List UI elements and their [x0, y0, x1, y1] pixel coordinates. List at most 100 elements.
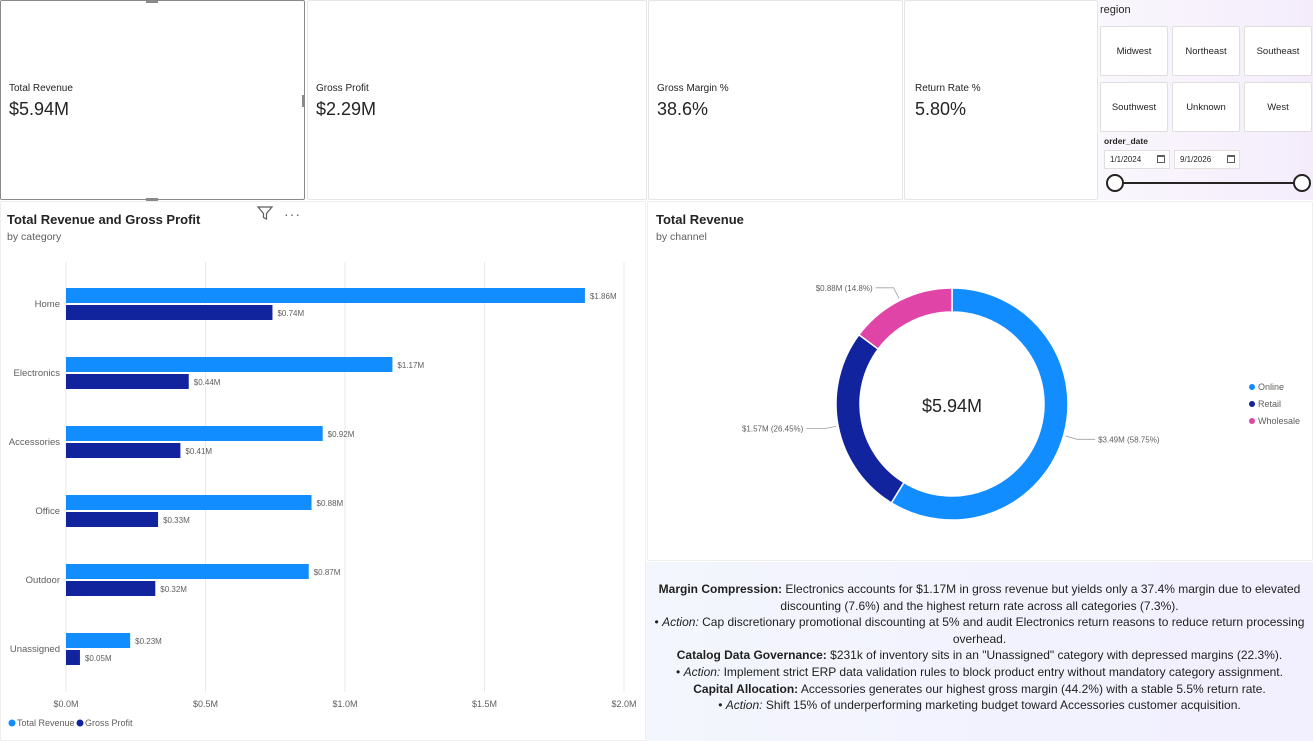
- insight-action-label: Action:: [683, 664, 721, 679]
- legend-label: Gross Profit: [85, 718, 133, 728]
- donut-chart-svg: $3.49M (58.75%) $1.57M (26.45%) $0.88M (14…: [742, 284, 1300, 521]
- legend-marker: [1249, 418, 1255, 424]
- slice-data-label: $1.57M (26.45%): [742, 425, 804, 434]
- revenue-bar[interactable]: [66, 495, 312, 510]
- date-range-track[interactable]: [1114, 182, 1300, 184]
- profit-bar[interactable]: [66, 512, 159, 527]
- insight-line: Margin Compression: Electronics accounts…: [646, 581, 1313, 614]
- calendar-icon[interactable]: [1227, 155, 1235, 163]
- x-tick-label: $2.0M: [611, 699, 636, 709]
- kpi-total-revenue[interactable]: Total Revenue $5.94M: [0, 0, 305, 201]
- bar-data-label: $0.44M: [194, 378, 221, 387]
- insights-content: Margin Compression: Electronics accounts…: [646, 562, 1313, 714]
- bar-data-label: $0.92M: [328, 430, 355, 439]
- calendar-icon[interactable]: [1157, 155, 1165, 163]
- insight-line: • Action: Shift 15% of underperforming m…: [646, 697, 1313, 714]
- kpi-value: 38.6%: [657, 99, 709, 119]
- bar-data-label: $0.41M: [185, 447, 212, 456]
- revenue-bar[interactable]: [66, 288, 585, 303]
- date-range-end-handle[interactable]: [1293, 174, 1311, 192]
- region-option-southwest[interactable]: Southwest: [1100, 82, 1168, 132]
- insight-text: Shift 15% of underperforming marketing b…: [762, 698, 1241, 713]
- profit-bar[interactable]: [66, 581, 156, 596]
- insight-line: • Action: Cap discretionary promotional …: [646, 614, 1313, 647]
- slicer-panel: region Midwest Northeast Southeast South…: [1098, 0, 1313, 200]
- kpi-value: $5.94M: [9, 99, 70, 119]
- legend-label: Retail: [1258, 399, 1281, 409]
- insight-text: •: [654, 615, 663, 630]
- insight-heading: Capital Allocation:: [693, 681, 799, 696]
- bar-data-label: $0.32M: [160, 585, 187, 594]
- profit-bar[interactable]: [66, 374, 189, 389]
- region-option-midwest[interactable]: Midwest: [1100, 26, 1168, 76]
- donut-slice-wholesale[interactable]: [857, 287, 953, 351]
- revenue-bar[interactable]: [66, 357, 393, 372]
- region-option-west[interactable]: West: [1244, 82, 1312, 132]
- start-date-value: 1/1/2024: [1110, 155, 1142, 164]
- kpi-label: Gross Profit: [316, 83, 369, 94]
- bar-data-label: $0.05M: [85, 654, 112, 663]
- legend-label: Online: [1258, 382, 1284, 392]
- category-label: Accessories: [9, 437, 60, 448]
- slice-data-label: $0.88M (14.8%): [816, 284, 873, 293]
- profit-bar[interactable]: [66, 443, 181, 458]
- insight-action-label: Action:: [662, 615, 699, 630]
- insight-text: •: [718, 698, 726, 713]
- leader-line: [806, 425, 837, 430]
- legend-marker: [76, 719, 84, 727]
- kpi-label: Gross Margin %: [657, 83, 729, 94]
- insight-text: Accessories generates our highest gross …: [798, 681, 1266, 696]
- revenue-bar[interactable]: [66, 633, 131, 648]
- insight-text: Cap discretionary promotional discountin…: [698, 615, 1305, 646]
- filter-icon[interactable]: [256, 206, 274, 225]
- insight-line: Catalog Data Governance: $231k of invent…: [646, 647, 1313, 664]
- bar-data-label: $0.23M: [135, 637, 162, 646]
- region-option-northeast[interactable]: Northeast: [1172, 26, 1240, 76]
- bar-chart-visual[interactable]: Total Revenue and Gross Profit by catego…: [0, 201, 646, 741]
- donut-chart-title: Total Revenue: [656, 212, 744, 227]
- category-label: Unassigned: [10, 644, 60, 655]
- resize-handle[interactable]: [302, 95, 305, 107]
- date-slicer-title: order_date: [1104, 136, 1148, 146]
- donut-slice-online[interactable]: [890, 287, 1069, 521]
- resize-handle[interactable]: [146, 198, 158, 201]
- kpi-gross-margin[interactable]: Gross Margin % 38.6%: [648, 0, 903, 200]
- bar-chart-subtitle: by category: [7, 231, 62, 243]
- leader-line: [875, 287, 900, 299]
- revenue-bar[interactable]: [66, 564, 309, 579]
- end-date-value: 9/1/2026: [1180, 155, 1212, 164]
- insight-text: $231k of inventory sits in an "Unassigne…: [826, 648, 1283, 663]
- bar-data-label: $0.74M: [277, 309, 304, 318]
- bar-data-label: $1.86M: [590, 292, 617, 301]
- donut-chart-visual[interactable]: Total Revenue by channel $3.49M (58.75%)…: [647, 201, 1313, 561]
- date-range-start-handle[interactable]: [1106, 174, 1124, 192]
- insight-line: Capital Allocation: Accessories generate…: [646, 681, 1313, 698]
- bar-data-label: $0.88M: [317, 499, 344, 508]
- resize-handle[interactable]: [146, 0, 158, 3]
- more-options-icon[interactable]: ···: [284, 206, 301, 222]
- start-date-input[interactable]: 1/1/2024: [1104, 150, 1170, 169]
- bar-data-label: $0.33M: [163, 516, 190, 525]
- region-option-southeast[interactable]: Southeast: [1244, 26, 1312, 76]
- end-date-input[interactable]: 9/1/2026: [1174, 150, 1240, 169]
- legend-marker: [1249, 401, 1255, 407]
- donut-slice-retail[interactable]: [835, 333, 905, 504]
- kpi-gross-profit[interactable]: Gross Profit $2.29M: [307, 0, 647, 200]
- legend-marker: [1249, 384, 1255, 390]
- x-tick-label: $0.5M: [193, 699, 218, 709]
- profit-bar[interactable]: [66, 305, 273, 320]
- x-tick-label: $1.0M: [332, 699, 357, 709]
- insights-textbox: Margin Compression: Electronics accounts…: [646, 562, 1313, 741]
- leader-line: [1065, 435, 1096, 440]
- kpi-return-rate[interactable]: Return Rate % 5.80%: [904, 0, 1098, 200]
- category-label: Home: [35, 299, 60, 310]
- region-option-unknown[interactable]: Unknown: [1172, 82, 1240, 132]
- donut-chart-subtitle: by channel: [656, 231, 707, 243]
- kpi-value: $2.29M: [316, 99, 377, 119]
- revenue-bar[interactable]: [66, 426, 323, 441]
- category-label: Outdoor: [26, 575, 60, 586]
- slice-data-label: $3.49M (58.75%): [1098, 435, 1160, 444]
- bar-chart-title: Total Revenue and Gross Profit: [7, 212, 201, 227]
- donut-center-value: $5.94M: [922, 396, 982, 416]
- profit-bar[interactable]: [66, 650, 80, 665]
